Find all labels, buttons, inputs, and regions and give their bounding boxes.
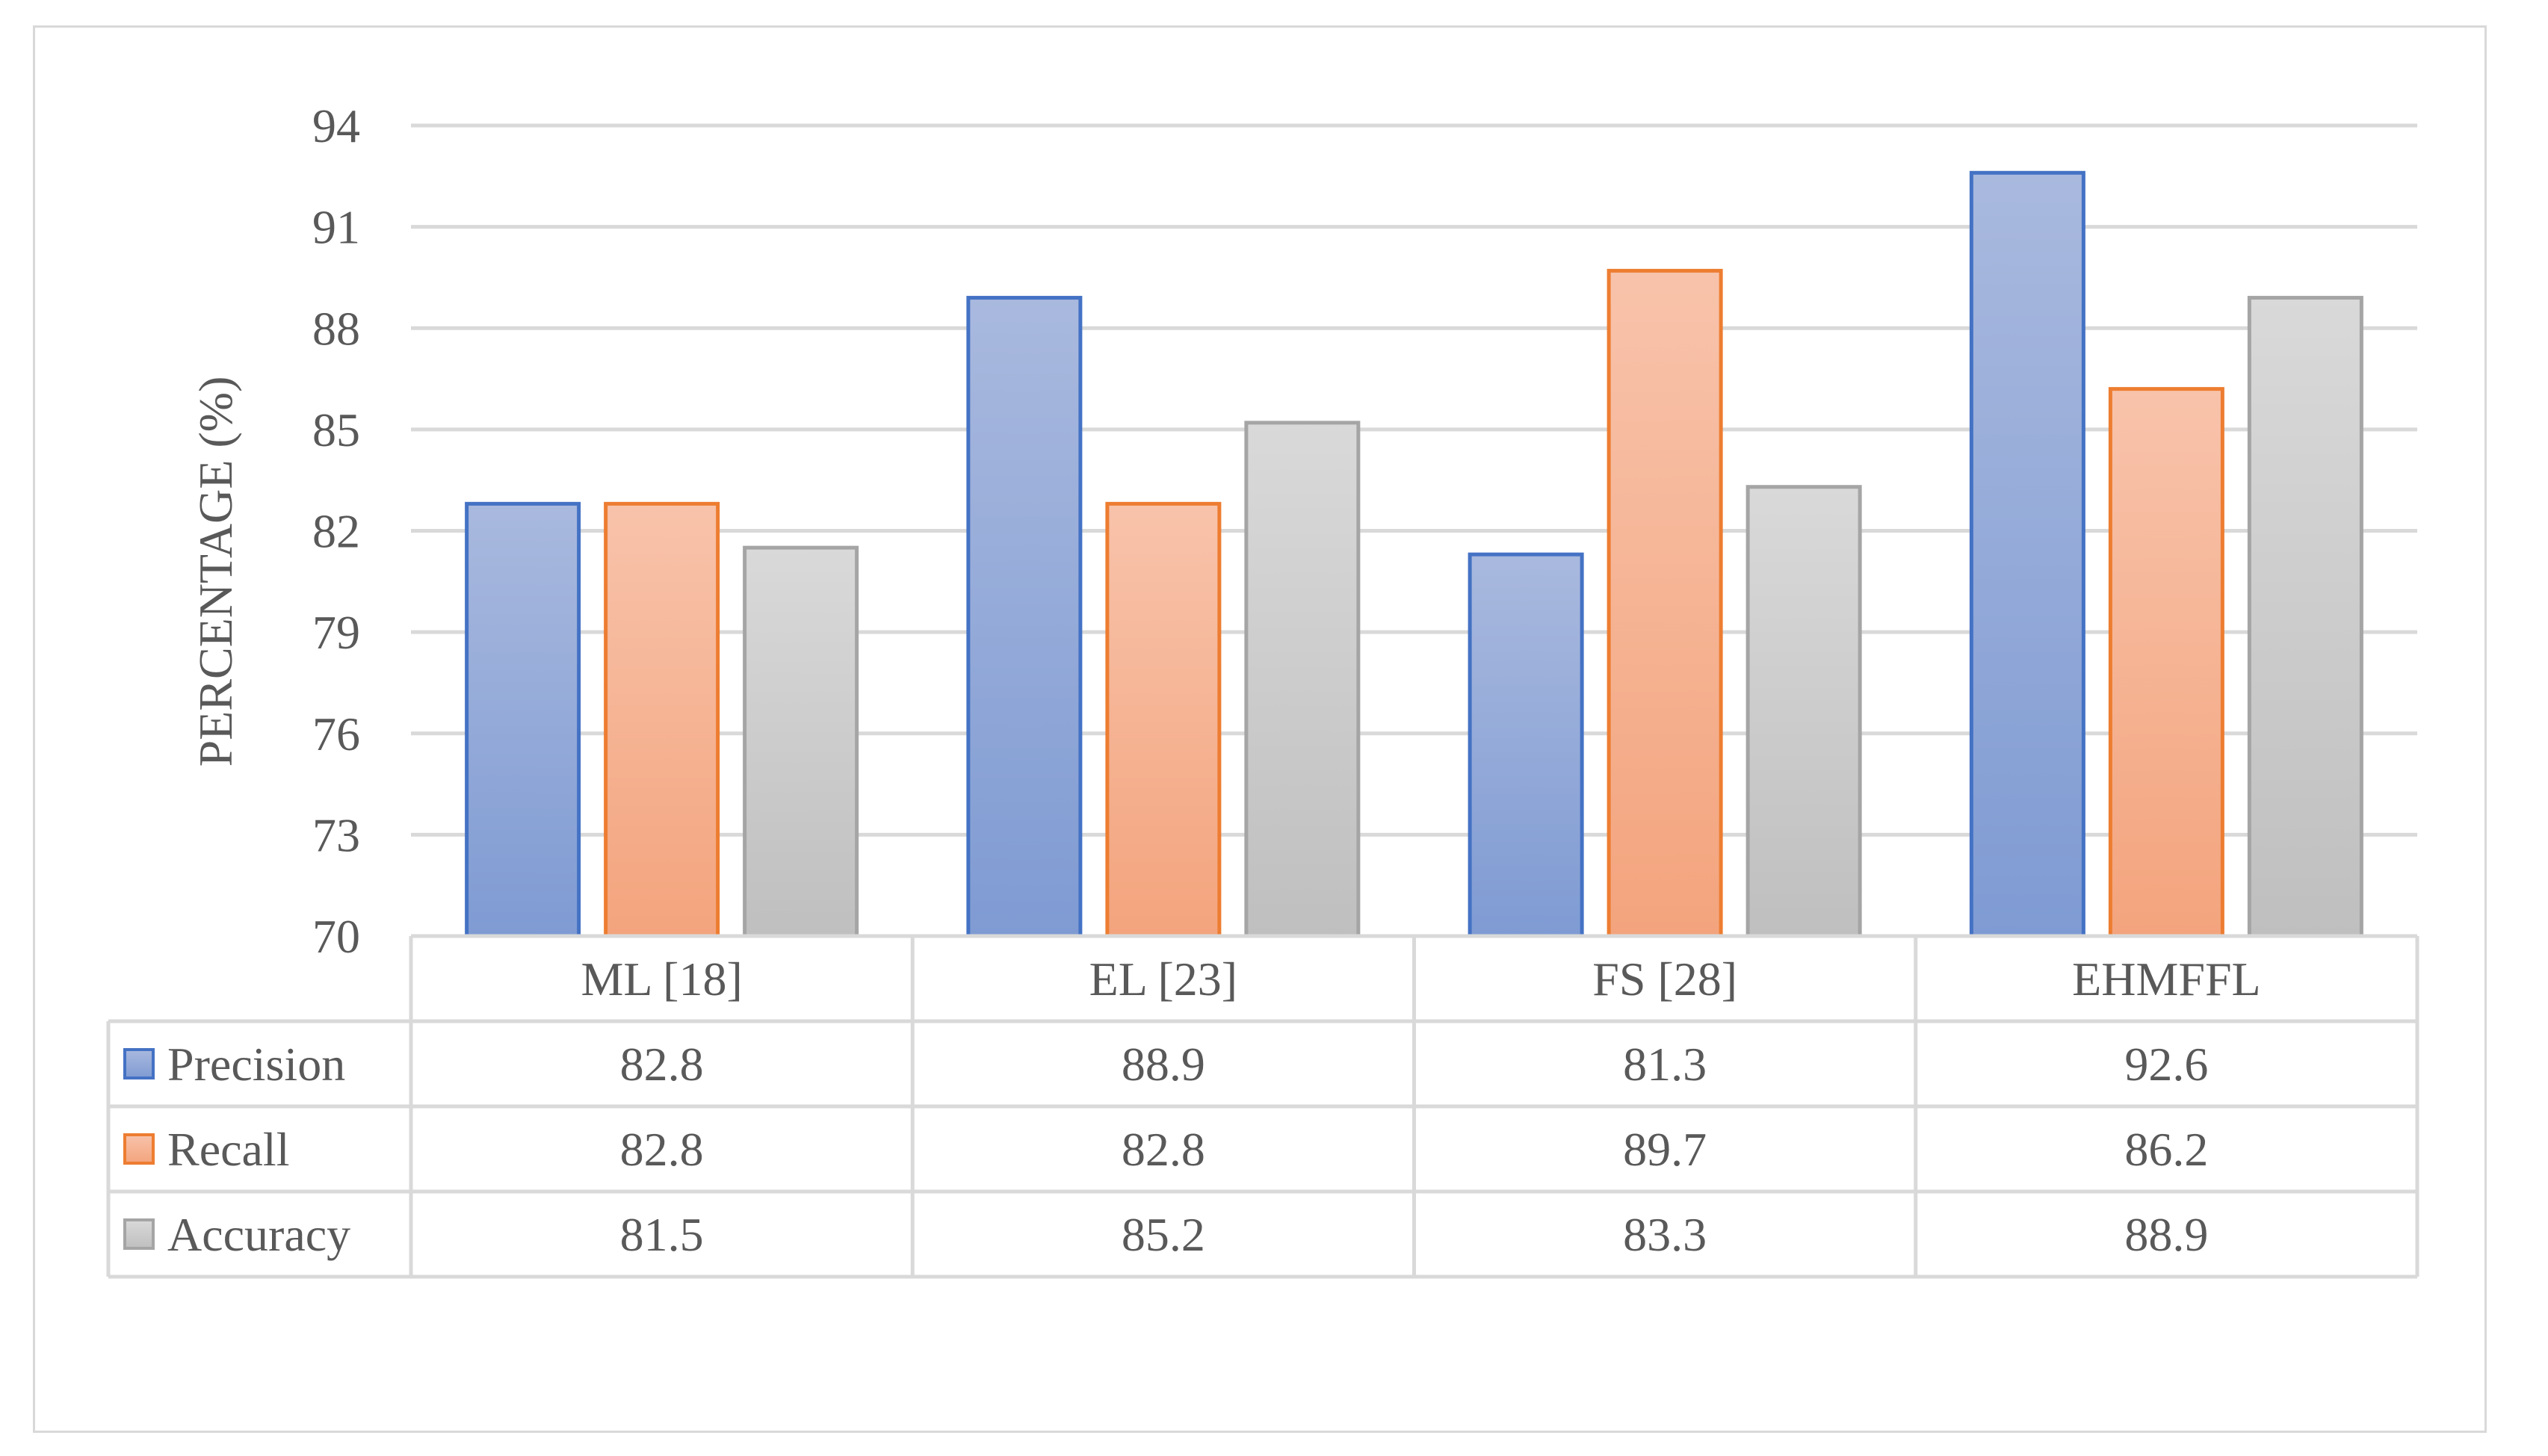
y-tick-label: 85 — [312, 403, 360, 456]
data-label: 92.6 — [2124, 1038, 2208, 1091]
bar-recall-1 — [1105, 501, 1222, 938]
bar-recall-3 — [2108, 387, 2224, 938]
category-label: FS [28] — [1592, 952, 1737, 1006]
category-label: ML [18] — [581, 952, 743, 1006]
data-label: 88.9 — [2124, 1208, 2208, 1261]
data-label: 86.2 — [2124, 1123, 2208, 1176]
bar-accuracy-2 — [1745, 485, 1862, 938]
y-tick-label: 94 — [312, 99, 360, 152]
y-tick-label: 82 — [312, 505, 360, 558]
bar-precision-1 — [966, 296, 1083, 938]
legend-key-precision — [123, 1048, 155, 1079]
data-label: 82.8 — [620, 1038, 704, 1091]
bar-accuracy-0 — [743, 545, 859, 938]
data-label: 81.5 — [620, 1208, 704, 1261]
category-label: EHMFFL — [2072, 952, 2261, 1006]
y-tick-label: 70 — [312, 910, 360, 963]
bar-recall-2 — [1607, 268, 1723, 938]
legend-key-accuracy — [123, 1218, 155, 1250]
y-tick-label: 76 — [312, 707, 360, 760]
bar-precision-2 — [1468, 552, 1584, 938]
bar-accuracy-3 — [2247, 296, 2363, 938]
y-axis-label: PERCENTAGE (%) — [189, 377, 242, 767]
data-label: 89.7 — [1623, 1123, 1707, 1176]
bar-accuracy-1 — [1244, 421, 1361, 938]
data-label: 85.2 — [1122, 1208, 1205, 1261]
data-label: 81.3 — [1623, 1038, 1707, 1091]
bar-precision-3 — [1969, 170, 2085, 938]
legend-label-recall: Recall — [167, 1123, 289, 1176]
category-label: EL [23] — [1089, 952, 1237, 1006]
y-tick-label: 91 — [312, 201, 360, 254]
y-tick-label: 79 — [312, 606, 360, 659]
bar-recall-0 — [604, 501, 720, 938]
bar-precision-0 — [465, 501, 581, 938]
y-tick-label: 73 — [312, 808, 360, 861]
legend-label-accuracy: Accuracy — [167, 1208, 350, 1261]
data-label: 82.8 — [1122, 1123, 1205, 1176]
data-label: 82.8 — [620, 1123, 704, 1176]
legend-key-recall — [123, 1133, 155, 1165]
data-label: 88.9 — [1122, 1038, 1205, 1091]
data-label: 83.3 — [1623, 1208, 1707, 1261]
legend-label-precision: Precision — [167, 1038, 345, 1091]
y-tick-label: 88 — [312, 302, 360, 355]
